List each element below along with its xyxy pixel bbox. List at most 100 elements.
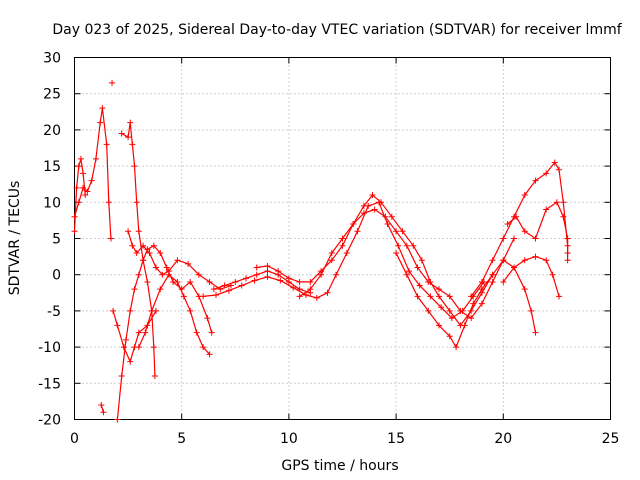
data-point — [388, 213, 395, 220]
data-point — [313, 294, 320, 301]
data-point — [253, 264, 260, 271]
data-point — [163, 264, 170, 271]
series-line — [203, 201, 485, 319]
data-point — [135, 228, 142, 235]
series-arc-4 — [109, 79, 116, 86]
data-point — [157, 249, 164, 256]
data-point — [470, 300, 477, 307]
data-point — [435, 293, 442, 300]
series-arc-15 — [468, 159, 571, 300]
data-point — [395, 242, 402, 249]
data-point — [532, 253, 539, 260]
x-tick-label: 15 — [387, 431, 405, 447]
data-point — [521, 286, 528, 293]
data-point — [333, 271, 340, 278]
data-point — [180, 293, 187, 300]
data-point — [564, 249, 571, 256]
data-point — [97, 119, 104, 126]
data-point — [165, 271, 172, 278]
y-tick-label: -5 — [47, 304, 61, 320]
data-point — [410, 242, 417, 249]
data-point — [489, 278, 496, 285]
data-point — [200, 293, 207, 300]
y-tick-label: 20 — [43, 123, 61, 139]
data-point — [135, 329, 142, 336]
data-point — [435, 322, 442, 329]
data-point — [129, 141, 136, 148]
data-point — [275, 268, 282, 275]
data-point — [99, 105, 106, 112]
data-point — [120, 344, 127, 351]
data-point — [468, 315, 475, 322]
data-point — [296, 293, 303, 300]
data-point — [264, 263, 271, 270]
series-line — [112, 310, 157, 363]
data-point — [521, 257, 528, 264]
data-point — [532, 329, 539, 336]
data-point — [378, 199, 385, 206]
data-point — [405, 268, 412, 275]
data-point — [521, 228, 528, 235]
x-tick-labels: 0 5 10 15 20 25 — [70, 431, 619, 447]
data-point — [131, 163, 138, 170]
series-arc-10 — [210, 268, 314, 296]
data-point — [103, 141, 110, 148]
data-point — [296, 278, 303, 285]
data-point — [560, 199, 567, 206]
y-tick-label: 25 — [43, 87, 61, 103]
data-point — [206, 351, 213, 358]
data-point — [114, 322, 121, 329]
y-tick-label: -15 — [38, 376, 61, 392]
data-point — [318, 271, 325, 278]
data-point — [232, 278, 239, 285]
series-arc-2 — [71, 155, 89, 235]
y-tick-label: 0 — [52, 268, 61, 284]
data-point — [551, 159, 558, 166]
data-point — [118, 130, 125, 137]
series-arc-3 — [98, 402, 107, 416]
data-point — [399, 228, 406, 235]
data-point — [75, 199, 82, 206]
data-point — [382, 213, 389, 220]
data-point — [159, 271, 166, 278]
data-point — [427, 293, 434, 300]
data-point — [303, 291, 310, 298]
data-point — [193, 329, 200, 336]
data-point — [307, 286, 314, 293]
data-point — [187, 307, 194, 314]
data-point — [187, 278, 194, 285]
series-line — [73, 158, 86, 232]
y-tick-label: 15 — [43, 159, 61, 175]
data-point — [264, 273, 271, 280]
series-line — [507, 201, 569, 253]
data-point — [140, 242, 147, 249]
series-line — [395, 252, 537, 348]
x-tick-label: 20 — [494, 431, 512, 447]
data-point — [453, 344, 460, 351]
series-arc-5 — [110, 307, 159, 365]
data-point — [125, 228, 132, 235]
data-point — [127, 119, 134, 126]
data-point — [446, 307, 453, 314]
series-arc-13 — [296, 206, 518, 322]
data-point — [328, 257, 335, 264]
data-point — [549, 271, 556, 278]
x-tick-label: 25 — [602, 431, 620, 447]
data-point — [532, 235, 539, 242]
data-point — [425, 307, 432, 314]
x-axis-label: GPS time / hours — [281, 458, 398, 474]
data-point — [277, 277, 284, 284]
data-point — [109, 79, 116, 86]
data-point — [500, 278, 507, 285]
data-point — [446, 333, 453, 340]
data-point — [478, 278, 485, 285]
data-point — [238, 282, 245, 289]
data-point — [528, 307, 535, 314]
x-tick-label: 5 — [177, 431, 186, 447]
data-point — [107, 235, 114, 242]
data-point — [556, 166, 563, 173]
y-tick-label: 5 — [52, 232, 61, 248]
y-tick-label: 30 — [43, 51, 61, 67]
data-point — [80, 170, 87, 177]
